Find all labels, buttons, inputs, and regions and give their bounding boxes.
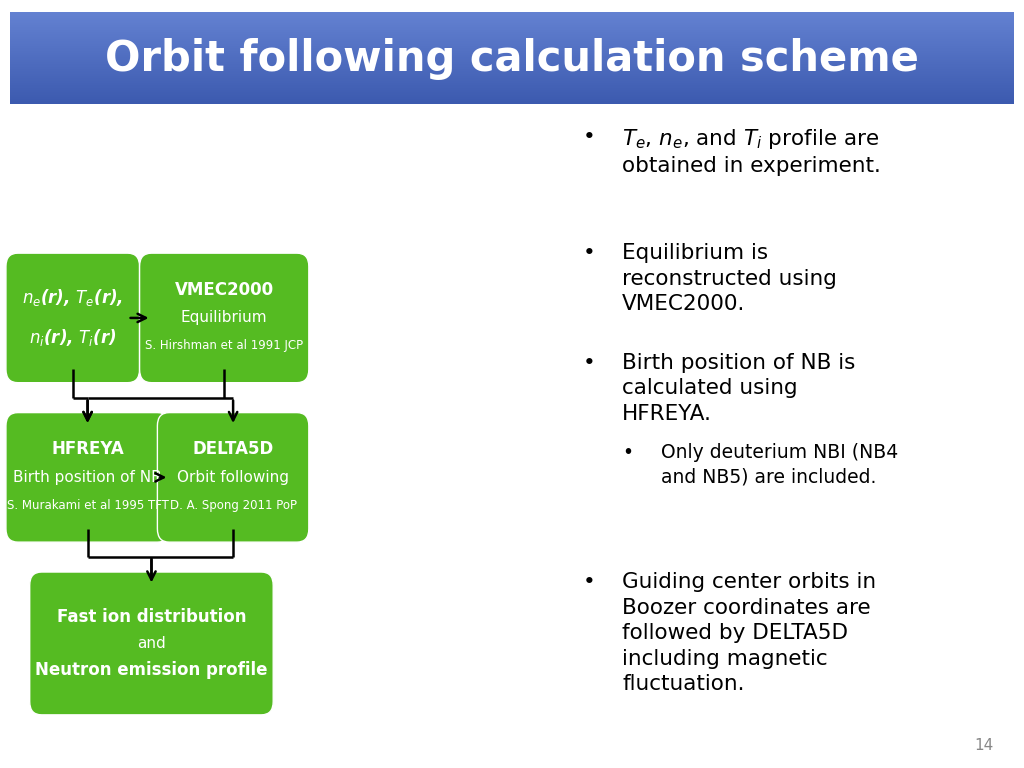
FancyBboxPatch shape [6,253,139,382]
Text: Birth position of NB is
calculated using
HFREYA.: Birth position of NB is calculated using… [622,353,855,424]
Text: Guiding center orbits in
Boozer coordinates are
followed by DELTA5D
including ma: Guiding center orbits in Boozer coordina… [622,572,877,694]
FancyBboxPatch shape [30,572,273,715]
Text: 14: 14 [974,737,993,753]
Text: Orbit following: Orbit following [177,470,289,485]
Text: $n_e$(r), $T_e$(r),: $n_e$(r), $T_e$(r), [23,287,123,309]
Text: $n_i$(r), $T_i$(r): $n_i$(r), $T_i$(r) [29,327,117,349]
Text: •: • [583,243,596,263]
Text: Neutron emission profile: Neutron emission profile [35,661,267,679]
Text: •: • [583,127,596,147]
Text: HFREYA: HFREYA [51,441,124,458]
Text: Only deuterium NBI (NB4
and NB5) are included.: Only deuterium NBI (NB4 and NB5) are inc… [662,443,898,486]
Text: •: • [583,572,596,592]
Text: Fast ion distribution: Fast ion distribution [56,607,246,626]
Text: S. Hirshman et al 1991 JCP: S. Hirshman et al 1991 JCP [145,339,303,353]
FancyBboxPatch shape [6,412,169,542]
Text: and: and [137,636,166,651]
Text: VMEC2000: VMEC2000 [175,281,273,299]
Text: S. Murakami et al 1995 TFT: S. Murakami et al 1995 TFT [7,498,169,511]
Text: •: • [583,353,596,372]
Text: Orbit following calculation scheme: Orbit following calculation scheme [105,38,919,81]
Text: Equilibrium is
reconstructed using
VMEC2000.: Equilibrium is reconstructed using VMEC2… [622,243,837,314]
Text: Equilibrium: Equilibrium [181,310,267,326]
FancyBboxPatch shape [158,412,309,542]
Text: $T_e$, $n_e$, and $T_i$ profile are
obtained in experiment.: $T_e$, $n_e$, and $T_i$ profile are obta… [622,127,881,177]
Text: •: • [622,443,633,462]
Text: Birth position of NB: Birth position of NB [13,470,162,485]
FancyBboxPatch shape [139,253,309,382]
Text: DELTA5D: DELTA5D [193,441,273,458]
Text: D. A. Spong 2011 PoP: D. A. Spong 2011 PoP [170,498,297,511]
